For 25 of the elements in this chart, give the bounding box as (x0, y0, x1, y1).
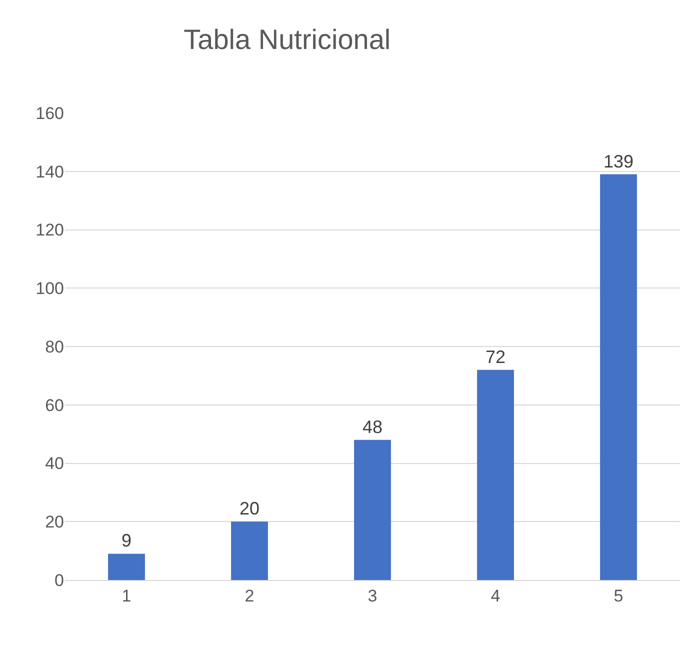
data-label: 48 (362, 416, 383, 437)
y-tick-label: 60 (45, 396, 64, 415)
data-label: 20 (239, 498, 260, 519)
y-tick-label: 80 (45, 337, 64, 356)
x-tick-label: 2 (244, 586, 254, 606)
y-tick-label: 20 (45, 512, 64, 532)
y-tick-label: 140 (36, 162, 64, 182)
x-tick-label: 4 (490, 586, 500, 606)
y-tick-label: 40 (45, 454, 64, 474)
y-tick-label: 120 (36, 220, 64, 240)
x-tick-label: 1 (122, 586, 132, 606)
x-tick-label: 3 (368, 586, 378, 606)
y-tick-label: 0 (54, 570, 64, 590)
bar (354, 440, 391, 580)
bar (477, 370, 514, 580)
y-tick-label: 100 (36, 279, 64, 298)
bar (600, 174, 637, 580)
bar (108, 554, 145, 580)
y-tick-label: 160 (36, 104, 64, 123)
chart-title: Tabla Nutricional (184, 24, 391, 56)
data-label: 9 (121, 530, 132, 551)
x-tick-label: 5 (614, 586, 624, 606)
bar (231, 522, 268, 580)
data-label: 139 (603, 151, 634, 172)
data-label: 72 (485, 346, 506, 367)
